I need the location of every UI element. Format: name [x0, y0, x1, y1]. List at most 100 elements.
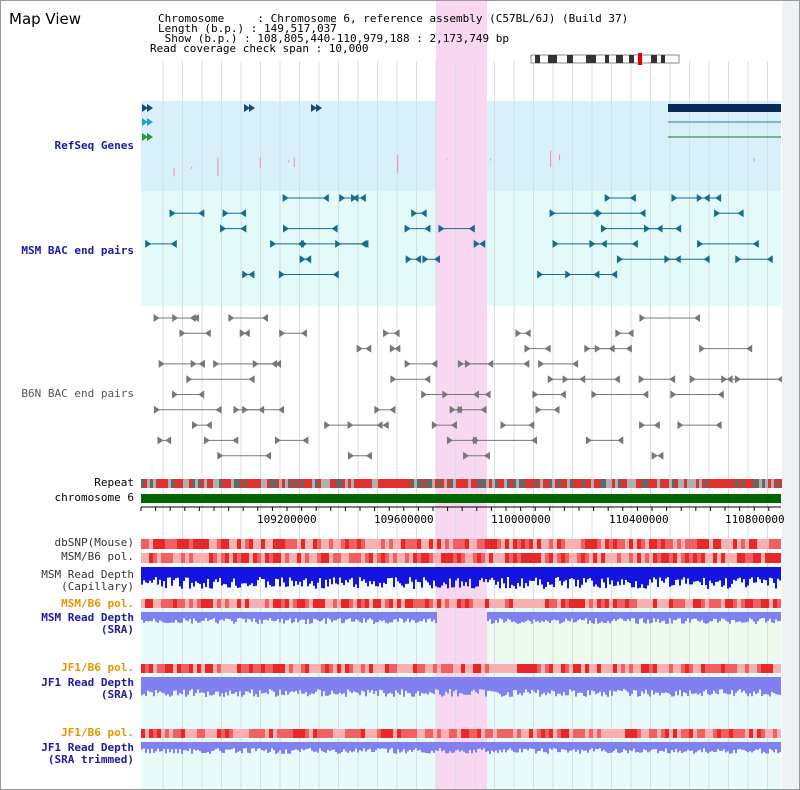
msm-depth-capillary-bar [427, 567, 429, 583]
b6n-bac-pair-end [694, 314, 701, 322]
jf1-depth-trimmed-bar [345, 742, 347, 752]
track-label-msm-depth-capillary[interactable]: MSM Read Depth [41, 568, 134, 581]
msm-depth-sra-bar [595, 612, 597, 619]
msm-depth-capillary-bar [585, 567, 587, 583]
track-label-jf1-pol-2[interactable]: JF1/B6 pol. [61, 726, 134, 739]
dbsnp-cell [529, 539, 533, 549]
dbsnp-cell [229, 539, 233, 549]
repeat-segment [765, 479, 768, 488]
jf1-depth-sra-bar [179, 677, 181, 694]
msm-b6-pol2-cell [773, 599, 777, 608]
repeat-segment [519, 479, 522, 488]
track-label-msm-b6-pol-2[interactable]: MSM/B6 pol. [61, 597, 134, 610]
b6n-bac-pair-end [524, 329, 531, 338]
track-label-msm-bac[interactable]: MSM BAC end pairs [21, 244, 134, 257]
jf1-depth-sra-bar [709, 677, 711, 696]
repeat-segment [345, 479, 348, 488]
jf1-pol2-cell [701, 729, 705, 738]
track-label-msm-b6-pol[interactable]: MSM/B6 pol. [61, 550, 134, 563]
b6n-bac-pair-end [365, 451, 372, 460]
jf1-depth-trimmed-bar [683, 742, 685, 752]
track-label-msm-depth-sra[interactable]: MSM Read Depth [41, 611, 134, 624]
msm-depth-capillary-bar [523, 567, 525, 588]
refseq-gene-arrow [142, 118, 153, 126]
dbsnp-cell [353, 539, 357, 549]
msm-depth-capillary-bar [429, 567, 431, 586]
dbsnp-cell [509, 539, 513, 549]
dbsnp-cell [757, 539, 761, 549]
jf1-pol2-cell [389, 729, 393, 738]
jf1-depth-trimmed-bar [511, 742, 513, 751]
jf1-pol2-cell [713, 729, 717, 738]
jf1-depth-sra-bar [777, 677, 779, 695]
track-label-chromosome[interactable]: chromosome 6 [54, 491, 134, 504]
msm-bac-pair-end [145, 239, 152, 248]
msm-depth-capillary-bar [547, 567, 549, 582]
jf1-pol2-cell [717, 729, 721, 738]
msm-b6-pol-cell [629, 553, 633, 563]
msm-depth-sra-bar [631, 612, 633, 619]
b6n-bac-pair-end [302, 436, 309, 445]
track-label-jf1-depth-trimmed[interactable]: JF1 Read Depth [41, 741, 134, 754]
jf1-depth-trimmed-bar [773, 742, 775, 753]
jf1-depth-sra-bar [241, 677, 243, 697]
track-label-repeat[interactable]: Repeat [94, 476, 134, 489]
jf1-depth-trimmed-bar [309, 742, 311, 749]
repeat-segment [576, 479, 579, 488]
msm-depth-capillary-bar [231, 567, 233, 582]
jf1-depth-trimmed-bar [553, 742, 555, 749]
jf1-depth-sra-bar [375, 677, 377, 691]
msm-depth-capillary-bar [461, 567, 463, 582]
msm-bac-pair-end [332, 270, 339, 279]
jf1-depth-sra-bar [465, 677, 467, 695]
msm-depth-sra-bar [379, 612, 381, 621]
jf1-pol-cell [253, 664, 257, 673]
msm-depth-capillary-bar [423, 567, 425, 578]
jf1-depth-trimmed-bar [357, 742, 359, 753]
b6n-bac-pair-end [431, 421, 438, 430]
dbsnp-cell [313, 539, 317, 549]
repeat-segment [753, 479, 756, 488]
track-label-refseq[interactable]: RefSeq Genes [54, 139, 134, 152]
msm-b6-pol2-cell [409, 599, 413, 608]
msm-b6-pol-cell [377, 553, 381, 563]
jf1-pol-cell [365, 664, 369, 673]
jf1-depth-trimmed-bar [737, 742, 739, 750]
msm-b6-pol2-cell [557, 599, 561, 608]
msm-b6-pol2-cell [405, 599, 409, 608]
msm-depth-sra-bar [653, 612, 655, 619]
msm-depth-sra-bar [693, 612, 695, 619]
repeat-segment [270, 479, 273, 488]
jf1-depth-sra-bar [549, 677, 551, 694]
dbsnp-cell [401, 539, 405, 549]
jf1-pol-cell [677, 664, 681, 673]
jf1-depth-sra-bar [433, 677, 435, 695]
jf1-depth-trimmed-bar [485, 742, 487, 753]
msm-depth-sra-bar [291, 612, 293, 624]
jf1-pol2-cell [353, 729, 357, 738]
track-label-jf1-depth-sra[interactable]: JF1 Read Depth [41, 676, 134, 689]
msm-depth-capillary-bar [735, 567, 737, 581]
jf1-pol-cell [477, 664, 481, 673]
dbsnp-cell [189, 539, 193, 549]
msm-depth-capillary-bar [275, 567, 277, 579]
msm-depth-sra-bar [553, 612, 555, 620]
msm-bac-pair-end [424, 224, 431, 233]
b6n-bac-pair-end [356, 344, 363, 353]
jf1-depth-sra-bar [457, 677, 459, 697]
jf1-depth-trimmed-bar [621, 742, 623, 753]
repeat-segment [249, 479, 252, 488]
msm-depth-capillary-bar [471, 567, 473, 589]
track-label-b6n-bac[interactable]: B6N BAC end pairs [21, 387, 134, 400]
jf1-depth-trimmed-bar [671, 742, 673, 751]
jf1-pol-cell [585, 664, 589, 673]
track-label-jf1-pol[interactable]: JF1/B6 pol. [61, 661, 134, 674]
msm-bac-pair-end [362, 239, 369, 248]
track-label-dbsnp[interactable]: dbSNP(Mouse) [54, 536, 134, 549]
jf1-pol-cell [705, 664, 709, 673]
jf1-depth-trimmed-bar [199, 742, 201, 752]
jf1-depth-trimmed-bar [775, 742, 777, 750]
jf1-pol-cell [317, 664, 321, 673]
jf1-depth-trimmed-bar [439, 742, 441, 749]
